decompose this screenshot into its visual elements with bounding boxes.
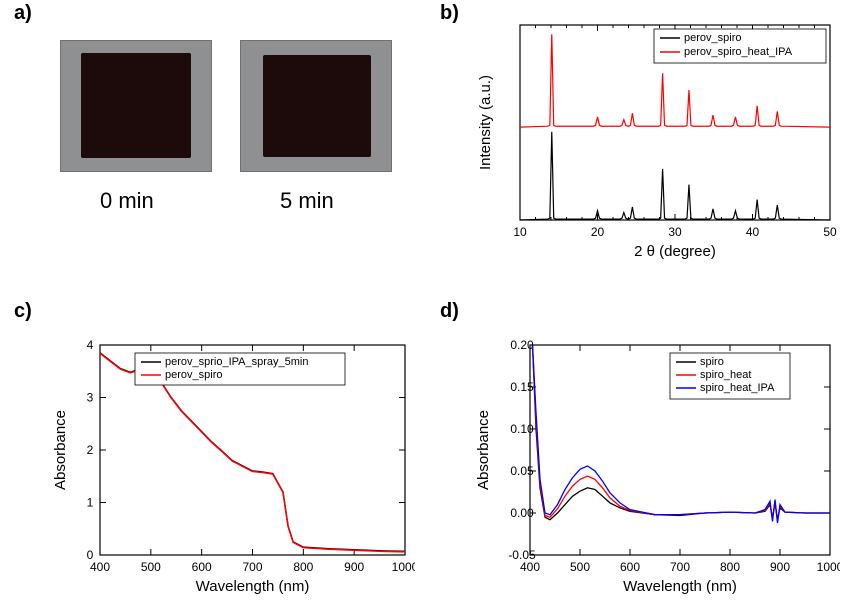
panel-b-label: b) xyxy=(440,2,459,25)
panel-d-svg: 400 500 600 700 800 900 1000 -0.05 0.00 0.05 0.10 0… xyxy=(470,325,840,605)
panel-c-figure: 400 500 600 700 800 900 1000 0 1 2 3 4 Wavelength (n… xyxy=(45,325,415,605)
svg-text:0.15: 0.15 xyxy=(510,380,534,394)
svg-text:spiro_heat: spiro_heat xyxy=(700,369,751,381)
panel-c-svg: 400 500 600 700 800 900 1000 0 1 2 3 4 Wavelength (n… xyxy=(45,325,415,605)
svg-text:1000: 1000 xyxy=(392,560,415,574)
svg-text:-0.05: -0.05 xyxy=(508,548,536,562)
svg-text:2 θ (degree): 2 θ (degree) xyxy=(634,243,716,260)
svg-text:0.20: 0.20 xyxy=(510,338,534,352)
svg-text:20: 20 xyxy=(591,225,605,239)
svg-text:perov_spiro: perov_spiro xyxy=(165,369,222,381)
svg-text:Wavelength (nm): Wavelength (nm) xyxy=(196,578,310,595)
svg-text:500: 500 xyxy=(141,560,161,574)
sample-5min xyxy=(263,55,371,157)
svg-text:40: 40 xyxy=(746,225,760,239)
svg-text:1000: 1000 xyxy=(817,560,840,574)
photo-5min xyxy=(240,40,392,172)
svg-text:900: 900 xyxy=(344,560,364,574)
caption-0min: 0 min xyxy=(100,188,154,214)
svg-text:900: 900 xyxy=(770,560,790,574)
svg-text:700: 700 xyxy=(670,560,690,574)
panel-a-figure: 0 min 5 min xyxy=(60,40,400,240)
svg-text:0.05: 0.05 xyxy=(510,464,534,478)
panel-c-label: c) xyxy=(14,300,32,323)
svg-text:0.10: 0.10 xyxy=(510,422,534,436)
svg-text:50: 50 xyxy=(823,225,837,239)
sample-0min xyxy=(81,53,191,158)
svg-text:perov_sprio_IPA_spray_5min: perov_sprio_IPA_spray_5min xyxy=(165,356,308,368)
svg-text:spiro: spiro xyxy=(700,356,724,368)
panel-a-label: a) xyxy=(14,2,32,25)
svg-text:400: 400 xyxy=(520,560,540,574)
svg-text:700: 700 xyxy=(242,560,262,574)
panel-d-label: d) xyxy=(440,300,459,323)
photo-0min xyxy=(60,40,212,172)
svg-text:30: 30 xyxy=(668,225,682,239)
svg-text:perov_spiro_heat_IPA: perov_spiro_heat_IPA xyxy=(684,46,793,58)
svg-text:4: 4 xyxy=(87,338,94,352)
svg-text:600: 600 xyxy=(620,560,640,574)
svg-text:3: 3 xyxy=(87,391,94,405)
svg-text:500: 500 xyxy=(570,560,590,574)
svg-text:400: 400 xyxy=(90,560,110,574)
svg-text:0.00: 0.00 xyxy=(510,506,534,520)
svg-text:800: 800 xyxy=(720,560,740,574)
svg-text:Wavelength (nm): Wavelength (nm) xyxy=(623,578,737,595)
svg-text:Absorbance: Absorbance xyxy=(52,410,69,490)
panel-b-svg: 10 20 30 40 50 2 θ (degree) Intensity (a.u.) pe… xyxy=(470,10,840,260)
panel-b-figure: 10 20 30 40 50 2 θ (degree) Intensity (a.u.) pe… xyxy=(470,10,840,260)
svg-text:spiro_heat_IPA: spiro_heat_IPA xyxy=(700,382,775,394)
svg-text:Absorbance: Absorbance xyxy=(475,410,492,490)
svg-text:2: 2 xyxy=(87,443,94,457)
svg-text:0: 0 xyxy=(87,548,94,562)
svg-text:10: 10 xyxy=(513,225,527,239)
svg-text:Intensity (a.u.): Intensity (a.u.) xyxy=(477,75,494,170)
svg-text:perov_spiro: perov_spiro xyxy=(684,32,741,44)
svg-text:800: 800 xyxy=(293,560,313,574)
svg-text:1: 1 xyxy=(87,496,94,510)
caption-5min: 5 min xyxy=(280,188,334,214)
svg-text:600: 600 xyxy=(192,560,212,574)
panel-d-figure: 400 500 600 700 800 900 1000 -0.05 0.00 0.05 0.10 0… xyxy=(470,325,840,605)
